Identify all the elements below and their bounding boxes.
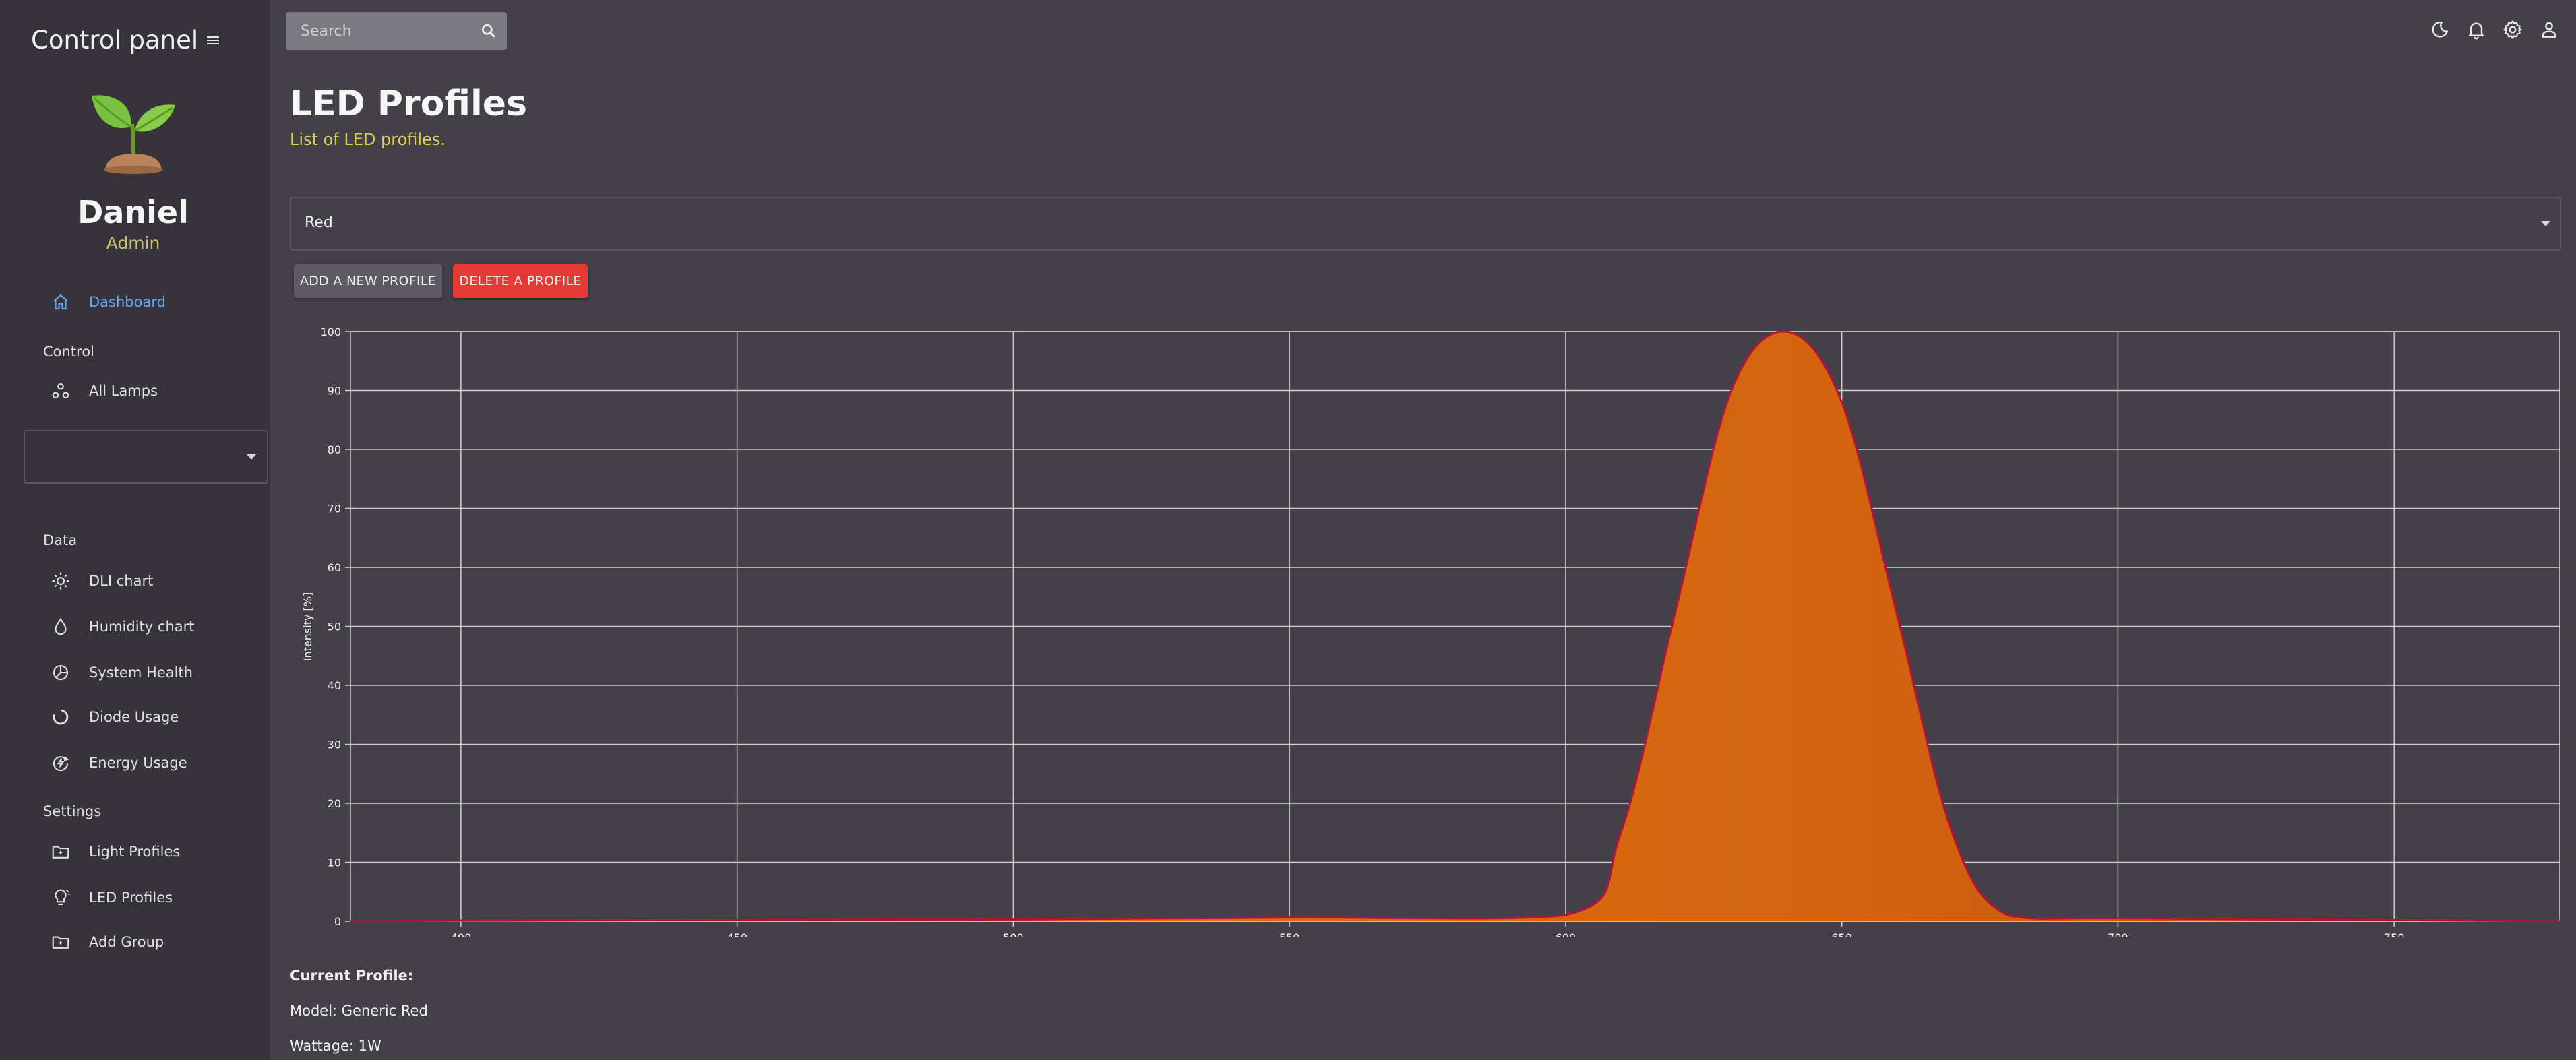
y-tick-label: 30 bbox=[328, 739, 341, 751]
sidebar-item-dashboard[interactable]: Dashboard bbox=[49, 286, 251, 318]
sidebar-item-label: Humidity chart bbox=[89, 619, 195, 635]
x-tick-label: 700 bbox=[2108, 931, 2128, 937]
x-tick-label: 550 bbox=[1279, 931, 1300, 937]
current-profile-label: Current Profile: bbox=[290, 968, 414, 984]
delete-profile-button[interactable]: DELETE A PROFILE bbox=[453, 264, 588, 298]
sidebar-item-led-profiles[interactable]: LED Profiles bbox=[49, 881, 251, 914]
y-tick-label: 70 bbox=[328, 503, 341, 516]
sidebar-item-diode-usage[interactable]: Diode Usage bbox=[49, 701, 251, 733]
y-tick-label: 40 bbox=[328, 679, 341, 692]
user-role: Admin bbox=[106, 233, 160, 253]
x-tick-label: 650 bbox=[1831, 931, 1852, 937]
x-tick-label: 500 bbox=[1003, 931, 1024, 937]
pie-icon bbox=[49, 660, 73, 685]
sidebar-item-label: Energy Usage bbox=[89, 755, 187, 771]
sidebar-item-light-profiles[interactable]: Light Profiles bbox=[49, 836, 251, 868]
page-title: LED Profiles bbox=[290, 84, 527, 124]
sidebar-item-label: Diode Usage bbox=[89, 709, 179, 725]
profile-wattage: Wattage: 1W bbox=[290, 1038, 381, 1054]
dark-mode-icon[interactable] bbox=[2429, 19, 2451, 40]
search-input[interactable] bbox=[286, 12, 474, 50]
y-tick-label: 80 bbox=[328, 443, 341, 456]
droplet-icon bbox=[49, 615, 73, 639]
y-tick-label: 60 bbox=[328, 561, 341, 574]
home-icon bbox=[49, 290, 73, 314]
section-data: Data bbox=[43, 532, 78, 549]
folder-add-icon bbox=[49, 930, 73, 954]
led-spectrum-chart: 0 10 20 30 40 50 60 70 80 90 100 400 450 500 550 600 65… bbox=[301, 325, 2560, 937]
sidebar-item-energy-usage[interactable]: Energy Usage bbox=[49, 747, 251, 779]
energy-icon bbox=[49, 751, 73, 775]
section-settings: Settings bbox=[43, 803, 102, 819]
settings-gear-icon[interactable] bbox=[2502, 19, 2523, 40]
sidebar-item-label: System Health bbox=[89, 664, 193, 681]
y-tick-label: 100 bbox=[320, 325, 341, 338]
user-account-icon[interactable] bbox=[2538, 19, 2560, 40]
led-profile-select[interactable]: Red bbox=[290, 197, 2561, 251]
bulb-icon bbox=[49, 885, 73, 910]
x-tick-label: 400 bbox=[451, 931, 472, 937]
donut-icon bbox=[49, 705, 73, 729]
x-axis-ticks: 400 450 500 550 600 650 700 750 bbox=[451, 931, 2405, 937]
x-tick-label: 600 bbox=[1556, 931, 1576, 937]
user-name: Daniel bbox=[78, 194, 189, 230]
y-axis-ticks: 0 10 20 30 40 50 60 70 80 90 100 bbox=[320, 325, 341, 928]
y-tick-label: 10 bbox=[328, 856, 341, 869]
sidebar-item-all-lamps[interactable]: All Lamps bbox=[49, 375, 251, 407]
x-tick-label: 450 bbox=[727, 931, 747, 937]
app-title: Control panel bbox=[31, 26, 199, 55]
lamps-icon bbox=[49, 379, 73, 403]
section-control: Control bbox=[43, 344, 94, 360]
spectrum-line bbox=[350, 330, 2560, 923]
notifications-icon[interactable] bbox=[2465, 19, 2487, 40]
x-tick-label: 750 bbox=[2384, 931, 2405, 937]
search-box[interactable] bbox=[286, 12, 507, 50]
group-select[interactable] bbox=[24, 430, 268, 484]
sidebar-item-dli-chart[interactable]: DLI chart bbox=[49, 565, 251, 597]
page-subtitle: List of LED profiles. bbox=[290, 130, 446, 149]
sidebar-item-humidity-chart[interactable]: Humidity chart bbox=[49, 611, 251, 643]
sidebar-item-label: DLI chart bbox=[89, 573, 154, 589]
sidebar-item-label: Add Group bbox=[89, 934, 164, 950]
plant-logo-icon bbox=[86, 86, 181, 181]
y-tick-label: 90 bbox=[328, 385, 341, 398]
profile-model: Model: Generic Red bbox=[290, 1003, 428, 1019]
sidebar-item-add-group[interactable]: Add Group bbox=[49, 926, 251, 958]
sun-icon bbox=[49, 569, 73, 593]
sidebar-item-label: LED Profiles bbox=[89, 890, 173, 906]
sidebar-item-system-health[interactable]: System Health bbox=[49, 656, 251, 689]
folder-icon bbox=[49, 840, 73, 864]
selected-profile-value: Red bbox=[305, 214, 333, 231]
y-axis-label: Intensity [%] bbox=[301, 592, 314, 661]
sidebar: Control panel Daniel Admin Dashboard Con… bbox=[0, 0, 270, 1060]
sidebar-header: Control panel bbox=[31, 24, 233, 57]
search-icon[interactable] bbox=[480, 22, 497, 40]
add-profile-button[interactable]: ADD A NEW PROFILE bbox=[294, 264, 442, 298]
y-tick-label: 0 bbox=[334, 915, 341, 928]
sidebar-item-label: Light Profiles bbox=[89, 844, 181, 860]
sidebar-item-label: Dashboard bbox=[89, 294, 166, 310]
chevron-down-icon bbox=[2541, 221, 2550, 226]
sidebar-item-label: All Lamps bbox=[89, 383, 158, 399]
y-tick-label: 50 bbox=[328, 621, 341, 633]
y-tick-label: 20 bbox=[328, 797, 341, 810]
menu-icon[interactable] bbox=[205, 32, 221, 49]
chart-series bbox=[350, 330, 2560, 923]
chart-grid bbox=[345, 331, 2560, 927]
chevron-down-icon bbox=[247, 454, 256, 460]
